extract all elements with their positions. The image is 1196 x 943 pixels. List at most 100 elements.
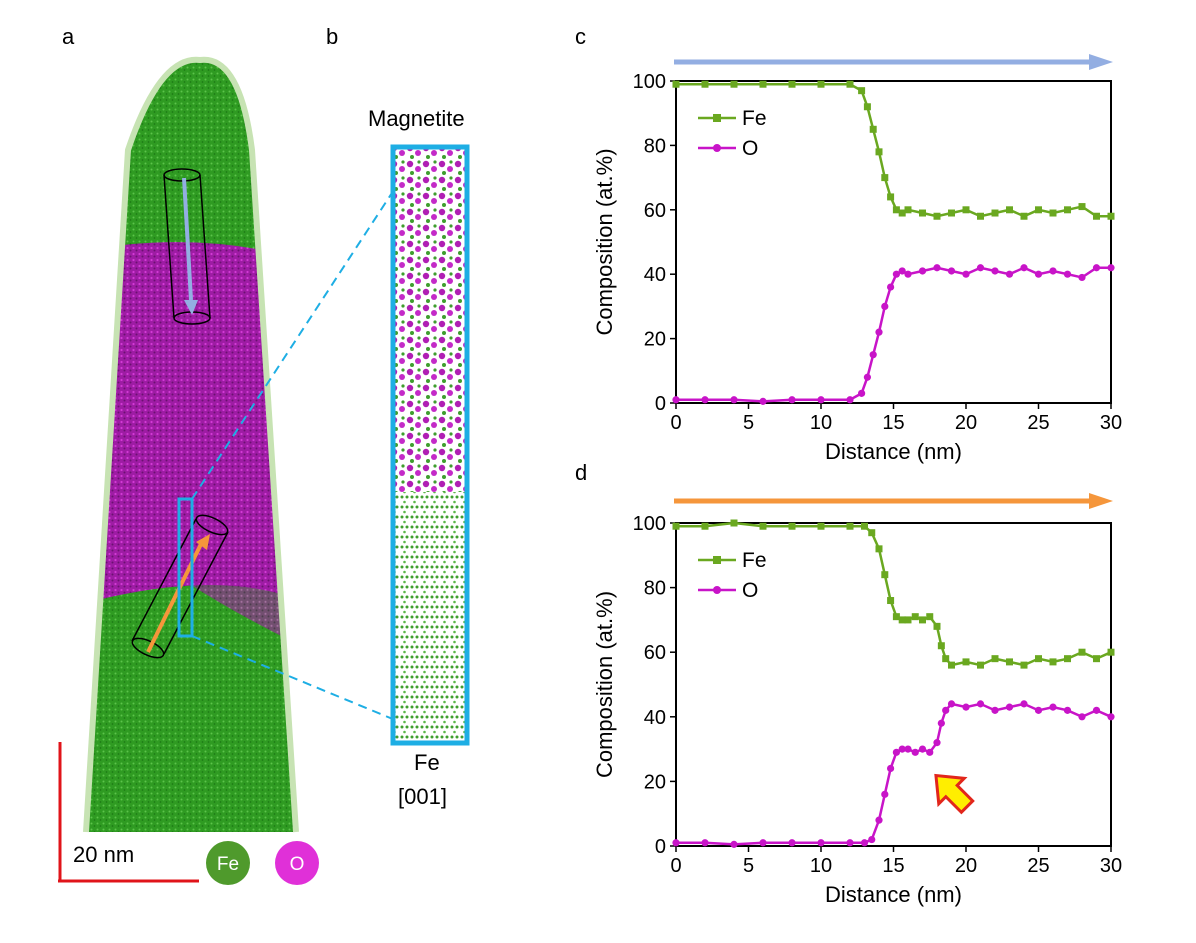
data-point-o <box>976 700 985 708</box>
x-tick-label: 20 <box>955 855 977 877</box>
legend-marker-o <box>713 144 721 152</box>
data-point-fe <box>1064 206 1071 214</box>
legend-marker-fe <box>713 114 721 122</box>
x-tick-label: 10 <box>810 855 832 877</box>
lower-cylinder-roi <box>131 514 229 659</box>
data-point-o <box>898 745 906 753</box>
y-tick-label: 60 <box>644 200 666 222</box>
data-point-o <box>1005 270 1014 278</box>
direction-arrow-head <box>1089 54 1113 70</box>
data-point-o <box>904 745 912 753</box>
data-point-fe <box>898 616 906 624</box>
data-point-fe <box>887 597 895 605</box>
x-axis-label: Distance (nm) <box>825 882 962 907</box>
data-point-o <box>1020 264 1028 272</box>
legend-o-ball: O <box>275 841 319 885</box>
data-point-fe <box>846 522 854 530</box>
x-tick-label: 15 <box>882 412 904 434</box>
y-tick-label: 0 <box>655 836 666 858</box>
data-point-o <box>933 739 941 747</box>
data-point-fe <box>1049 209 1057 217</box>
data-point-o <box>869 351 877 359</box>
data-point-fe <box>1064 655 1071 663</box>
data-point-fe <box>937 642 945 650</box>
data-point-fe <box>1020 212 1028 220</box>
data-point-o <box>942 706 950 714</box>
data-point-o <box>701 839 709 847</box>
data-point-fe <box>933 622 941 630</box>
x-tick-label: 0 <box>670 855 681 877</box>
data-point-o <box>759 397 767 405</box>
y-tick-label: 0 <box>655 393 666 415</box>
data-point-o <box>892 270 900 278</box>
data-point-o <box>1063 706 1072 714</box>
data-point-o <box>1034 706 1043 714</box>
data-point-fe <box>892 206 900 214</box>
y-tick-label: 20 <box>644 329 666 351</box>
data-point-fe <box>1035 206 1042 214</box>
x-tick-label: 25 <box>1027 412 1049 434</box>
data-point-fe <box>942 655 950 663</box>
data-point-fe <box>991 655 999 663</box>
data-point-o <box>863 373 871 381</box>
legend-fe-ball: Fe <box>206 841 250 885</box>
data-point-fe <box>846 80 854 88</box>
direction-arrow-head <box>1089 493 1113 509</box>
data-point-fe <box>1006 206 1013 214</box>
x-tick-label: 25 <box>1027 855 1049 877</box>
data-point-fe <box>881 174 889 182</box>
data-point-fe <box>701 522 709 530</box>
data-point-fe <box>875 545 883 553</box>
data-point-o <box>991 267 999 275</box>
y-tick-label: 60 <box>644 642 666 664</box>
atom-map-column <box>390 144 470 746</box>
panel-label-c: c <box>575 24 586 49</box>
data-point-fe <box>1107 648 1115 656</box>
data-point-fe <box>948 661 955 669</box>
legend-marker-fe <box>713 556 721 564</box>
data-point-fe <box>911 613 919 621</box>
x-tick-label: 0 <box>670 412 681 434</box>
data-point-fe <box>869 125 877 133</box>
data-point-fe <box>887 193 895 201</box>
data-point-fe <box>788 80 796 88</box>
annotation-arrow <box>934 773 975 815</box>
x-tick-label: 10 <box>810 412 832 434</box>
data-point-o <box>1020 700 1028 708</box>
data-point-o <box>892 748 900 756</box>
data-point-fe <box>701 80 709 88</box>
data-point-o <box>672 839 680 847</box>
x-axis-label: Distance (nm) <box>825 439 962 464</box>
y-axis-label: Composition (at.%) <box>592 591 617 778</box>
data-point-o <box>962 270 970 278</box>
x-tick-label: 30 <box>1100 412 1122 434</box>
data-point-fe <box>730 519 738 527</box>
data-point-o <box>926 748 934 756</box>
legend-label-o: O <box>742 579 758 602</box>
data-point-fe <box>1093 655 1100 663</box>
composition-profile-chart-c: 0 5 10 15 20 25 30 0 20 40 60 80 100 Distance (nm) Com… <box>592 54 1122 464</box>
data-point-o <box>1092 264 1101 272</box>
data-point-o <box>911 748 919 756</box>
data-point-fe <box>977 212 984 220</box>
data-point-o <box>759 839 767 847</box>
data-point-fe <box>881 571 889 579</box>
data-point-fe <box>861 522 868 530</box>
data-point-fe <box>817 80 825 88</box>
legend-marker-o <box>713 586 721 594</box>
data-point-fe <box>904 616 912 624</box>
data-point-o <box>947 267 956 275</box>
data-point-fe <box>863 103 871 111</box>
data-point-fe <box>730 80 738 88</box>
data-point-o <box>1034 270 1043 278</box>
data-point-o <box>788 396 796 404</box>
upper-cylinder-roi <box>163 168 211 325</box>
data-point-o <box>1005 703 1014 711</box>
x-tick-label: 15 <box>882 855 904 877</box>
data-point-o <box>881 790 889 798</box>
data-point-fe <box>962 658 970 666</box>
legend-label-fe: Fe <box>742 107 767 130</box>
legend-fe-label: Fe <box>217 854 239 875</box>
y-tick-label: 20 <box>644 771 666 793</box>
